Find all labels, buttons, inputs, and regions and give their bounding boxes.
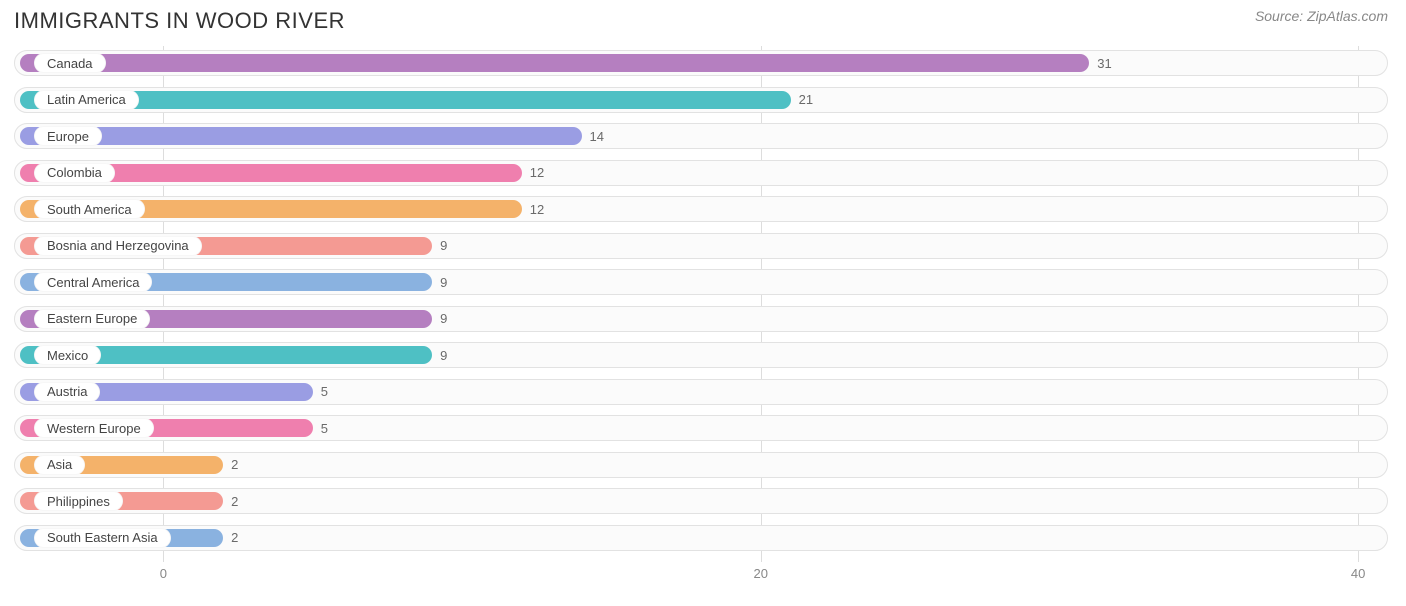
bar-value: 2: [223, 484, 238, 518]
bar-rows: Canada 31 Latin America 21 Europe 14 Colombia 1…: [14, 46, 1388, 555]
bar-label: Eastern Europe: [34, 309, 150, 329]
bar-label: Mexico: [34, 345, 101, 365]
bar-value: 14: [582, 119, 604, 153]
bar-label: Europe: [34, 126, 102, 146]
bar-row: Austria 5: [14, 375, 1388, 409]
bar-row: Philippines 2: [14, 484, 1388, 518]
bar-row: Eastern Europe 9: [14, 302, 1388, 336]
bar-value: 5: [313, 375, 328, 409]
bar-row: Central America 9: [14, 265, 1388, 299]
bar-row: Europe 14: [14, 119, 1388, 153]
bar-value: 31: [1089, 46, 1111, 80]
bar-value: 2: [223, 448, 238, 482]
chart-title: IMMIGRANTS IN WOOD RIVER: [14, 8, 345, 34]
bar-row: Bosnia and Herzegovina 9: [14, 229, 1388, 263]
bar-label: Philippines: [34, 491, 123, 511]
bar-value: 9: [432, 302, 447, 336]
bar: [20, 54, 1089, 72]
bar-row: Mexico 9: [14, 338, 1388, 372]
bar-value: 9: [432, 229, 447, 263]
bar-row: South Eastern Asia 2: [14, 521, 1388, 555]
x-tick-label: 40: [1351, 566, 1365, 581]
bar-value: 9: [432, 338, 447, 372]
bar-label: Bosnia and Herzegovina: [34, 236, 202, 256]
bar-label: Western Europe: [34, 418, 154, 438]
chart-area: Canada 31 Latin America 21 Europe 14 Colombia 1…: [14, 46, 1388, 586]
x-tick-label: 20: [754, 566, 768, 581]
bar-value: 5: [313, 411, 328, 445]
bar-row: Canada 31: [14, 46, 1388, 80]
header: IMMIGRANTS IN WOOD RIVER Source: ZipAtla…: [0, 0, 1406, 40]
bar-label: Latin America: [34, 90, 139, 110]
bar-value: 9: [432, 265, 447, 299]
bar-label: Canada: [34, 53, 106, 73]
bar-label: Central America: [34, 272, 152, 292]
bar-label: South America: [34, 199, 145, 219]
bar-label: Asia: [34, 455, 85, 475]
x-tick-label: 0: [160, 566, 167, 581]
bar: [20, 127, 582, 145]
bar-value: 21: [791, 83, 813, 117]
bar-value: 12: [522, 156, 544, 190]
bar-row: Asia 2: [14, 448, 1388, 482]
bar-row: Western Europe 5: [14, 411, 1388, 445]
bar-row: Latin America 21: [14, 83, 1388, 117]
bar-row: South America 12: [14, 192, 1388, 226]
bar-label: Colombia: [34, 163, 115, 183]
source-attribution: Source: ZipAtlas.com: [1255, 8, 1388, 24]
bar-label: South Eastern Asia: [34, 528, 171, 548]
bar-value: 12: [522, 192, 544, 226]
x-axis: 0 20 40: [14, 564, 1388, 586]
bar-row: Colombia 12: [14, 156, 1388, 190]
bar-label: Austria: [34, 382, 100, 402]
bar-value: 2: [223, 521, 238, 555]
